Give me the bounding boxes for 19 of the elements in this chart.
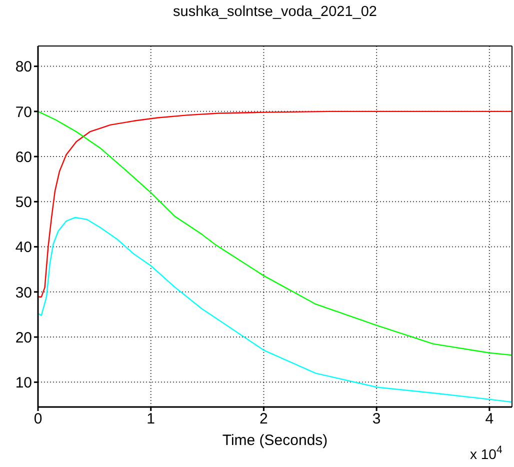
x-tick-label: 1 [146, 410, 156, 428]
y-tick-label: 70 [15, 104, 32, 121]
x-tick-label: 4 [485, 410, 494, 428]
x-tick-label: 2 [260, 410, 268, 428]
x-tick-label: 0 [34, 410, 42, 428]
line-series [38, 110, 512, 356]
y-tick-label: 30 [15, 284, 32, 302]
y-tick-label: 20 [15, 329, 32, 346]
text: x 10$^{4}$ [470, 444, 502, 462]
x-tick-label: 3 [372, 410, 381, 428]
line-series [38, 216, 512, 403]
y-tick-label: 50 [15, 194, 32, 212]
y-tick-label: 10 [15, 374, 32, 392]
chart-title: sushka_solntse_voda_2021_02 [172, 4, 378, 20]
y-tick-label: 60 [15, 148, 32, 166]
x-axis-title: Time (Seconds) [222, 432, 328, 449]
line-series [38, 110, 512, 298]
y-tick-label: 40 [15, 239, 32, 256]
y-tick-label: 80 [15, 58, 32, 76]
